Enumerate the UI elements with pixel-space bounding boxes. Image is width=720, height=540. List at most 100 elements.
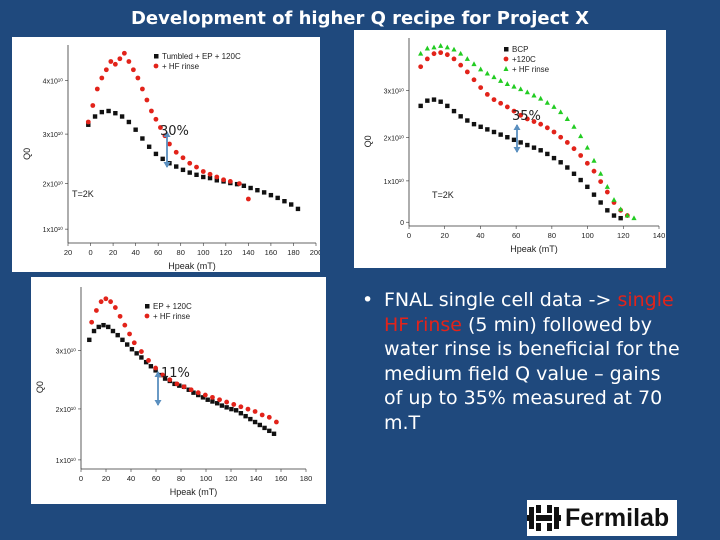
x-axis-label: Hpeak (mT) (170, 487, 218, 497)
data-point (207, 175, 213, 181)
data-point (87, 337, 92, 343)
data-point (202, 392, 208, 398)
data-point (98, 299, 104, 305)
x-axis-label: Hpeak (mT) (168, 261, 216, 271)
data-point (618, 206, 624, 212)
data-point (578, 153, 584, 158)
legend-label: Tumbled + EP + 120C (162, 52, 241, 61)
x-tick-label: 20 (109, 248, 117, 257)
data-point (85, 119, 91, 125)
data-point (268, 192, 274, 198)
data-point (236, 181, 242, 187)
data-point (99, 109, 105, 115)
chart-1: 200204060801001201401601802004x10¹⁰3x10¹… (22, 45, 320, 271)
data-point (127, 331, 132, 337)
data-point (444, 44, 450, 50)
data-point (485, 127, 490, 132)
x-tick-label: 100 (581, 231, 594, 240)
data-point (478, 124, 483, 129)
chart-2: 0 20 40 60 80 100 120 140 3x10¹⁰ 2x10¹⁰ 1x10¹⁰ 0 Hpe… (363, 38, 665, 254)
x-tick-label: 0 (88, 248, 92, 257)
data-point (545, 151, 550, 157)
data-point (174, 381, 180, 387)
data-point (101, 322, 106, 328)
data-point (591, 192, 597, 197)
data-point (624, 212, 630, 218)
data-point (238, 411, 244, 416)
data-point (511, 137, 517, 143)
data-point (504, 104, 510, 110)
data-point (584, 144, 590, 150)
data-point (524, 116, 530, 122)
data-point (214, 401, 220, 406)
data-point (195, 390, 201, 396)
data-point (498, 78, 504, 83)
data-point (255, 188, 260, 193)
legend-marker (503, 56, 509, 62)
data-point (143, 359, 149, 365)
data-point (444, 52, 450, 58)
data-point (135, 75, 141, 81)
data-point (252, 409, 258, 414)
data-point (122, 322, 128, 328)
data-point (591, 168, 597, 174)
bullet-text-before: FNAL single cell data -> (384, 289, 618, 311)
data-point (458, 62, 464, 68)
data-point (505, 135, 510, 140)
data-point (565, 165, 570, 170)
data-point (238, 404, 244, 410)
data-point (418, 50, 424, 56)
x-tick-label: 180 (300, 474, 313, 483)
data-point (571, 171, 577, 176)
legend-label: +120C (512, 55, 536, 64)
x-tick-label: 120 (225, 474, 238, 483)
data-point (551, 104, 557, 109)
data-point (126, 119, 132, 125)
annotation-arrowhead (154, 400, 162, 406)
y-tick-label: 1x10¹⁰ (56, 457, 77, 465)
x-tick-label: 160 (275, 474, 288, 483)
fermilab-icon (527, 505, 561, 531)
data-point (245, 406, 251, 412)
data-point (99, 75, 105, 81)
legend-marker (145, 304, 150, 309)
gain-annotation: 35% (512, 109, 541, 124)
data-point (229, 406, 234, 412)
annotation-arrowhead (154, 371, 162, 377)
bullet-text: FNAL single cell data -> single HF rinse… (384, 288, 682, 435)
data-point (194, 172, 199, 177)
data-point (425, 98, 430, 103)
data-point (531, 145, 537, 150)
data-point (90, 103, 96, 108)
data-point (478, 85, 484, 91)
y-tick-label: 2x10¹⁰ (384, 135, 405, 143)
data-point (224, 399, 230, 405)
legend-label: + HF rinse (153, 312, 191, 321)
data-point (146, 357, 151, 363)
legend-label: + HF rinse (162, 62, 200, 71)
data-point (93, 308, 99, 313)
y-axis-label: Q0 (22, 148, 32, 160)
fermilab-logo: Fermilab (527, 500, 677, 536)
data-point (113, 111, 118, 116)
data-point (484, 92, 490, 97)
x-axis-label: Hpeak (mT) (510, 244, 558, 254)
legend-marker (154, 54, 159, 59)
x-tick-label: 0 (407, 231, 411, 240)
slide-title: Development of higher Q recipe for Proje… (130, 8, 590, 29)
data-point (257, 422, 263, 428)
data-point (200, 395, 206, 400)
data-point (558, 109, 564, 115)
data-point (471, 77, 477, 83)
data-point (591, 157, 597, 163)
x-tick-label: 60 (154, 248, 162, 257)
y-tick-label: 4x10¹⁰ (43, 78, 64, 86)
bullet-text-highlight: single HF rinse (384, 289, 674, 336)
data-point (112, 305, 118, 310)
data-point (210, 394, 215, 400)
fermilab-logo-text: Fermilab (565, 503, 670, 532)
data-point (295, 206, 301, 212)
x-tick-label: 60 (152, 474, 160, 483)
data-point (130, 67, 136, 73)
gain-annotation: 11% (161, 366, 190, 381)
